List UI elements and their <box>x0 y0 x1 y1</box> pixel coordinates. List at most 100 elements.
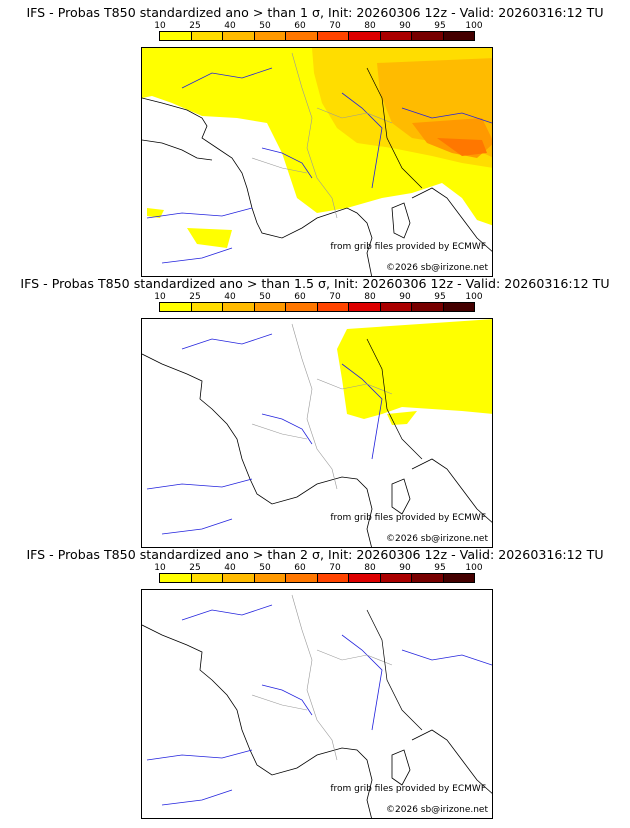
scale-segment <box>160 303 192 311</box>
coastline-west <box>142 353 373 547</box>
scale-segment <box>380 32 412 40</box>
scale-segment <box>443 32 474 40</box>
scale-labels: 10 25 40 50 60 70 80 90 95 100 <box>154 563 482 573</box>
scale-label: 80 <box>364 21 376 31</box>
admin-border <box>316 649 393 666</box>
scale-segment <box>380 574 412 582</box>
scale-label: 40 <box>224 21 236 31</box>
scale-label: 80 <box>364 563 376 573</box>
scale-label: 70 <box>329 21 341 31</box>
scale-segment <box>412 574 444 582</box>
scale-segment <box>160 574 192 582</box>
scale-segment <box>412 303 444 311</box>
scale-segment <box>191 574 223 582</box>
corsica-outline <box>391 202 411 239</box>
coastline-channel <box>142 139 213 161</box>
map-frame[interactable]: from grib files provided by ECMWF ©2026 … <box>141 589 493 819</box>
color-scale-bar <box>159 302 475 312</box>
map-frame[interactable]: from grib files provided by ECMWF ©2026 … <box>141 47 493 277</box>
prob-area-10-spot <box>387 411 417 425</box>
scale-segment <box>254 303 286 311</box>
scale-segment <box>223 303 255 311</box>
map-frame[interactable]: from grib files provided by ECMWF ©2026 … <box>141 318 493 548</box>
corsica-outline <box>391 478 411 515</box>
scale-segment <box>223 32 255 40</box>
scale-label: 50 <box>259 292 271 302</box>
river <box>401 107 492 124</box>
scale-label: 70 <box>329 292 341 302</box>
scale-label: 50 <box>259 21 271 31</box>
scale-label: 40 <box>224 292 236 302</box>
scale-label: 25 <box>189 563 201 573</box>
coastline-west <box>142 624 373 818</box>
scale-label: 25 <box>189 21 201 31</box>
scale-segment <box>286 574 318 582</box>
copyright: ©2026 sb@irizone.net <box>386 805 488 815</box>
panel-title: IFS - Probas T850 standardized ano > tha… <box>20 276 610 291</box>
river <box>401 649 492 666</box>
coastline-italy <box>411 729 492 794</box>
scale-segment <box>349 574 381 582</box>
admin-border <box>251 157 308 174</box>
scale-segment <box>317 574 349 582</box>
river <box>341 92 383 189</box>
scale-label: 10 <box>154 21 166 31</box>
panel-title: IFS - Probas T850 standardized ano > tha… <box>26 547 604 562</box>
data-credit: from grib files provided by ECMWF <box>330 784 486 794</box>
copyright: ©2026 sb@irizone.net <box>386 263 488 273</box>
river <box>161 247 233 264</box>
admin-border <box>316 378 393 395</box>
river <box>261 147 313 179</box>
scale-segment <box>286 32 318 40</box>
panel-title: IFS - Probas T850 standardized ano > tha… <box>26 5 604 20</box>
river <box>341 634 383 731</box>
forecast-panel-1sigma: IFS - Probas T850 standardized ano > tha… <box>0 0 630 277</box>
scale-label: 95 <box>434 292 446 302</box>
scale-segment <box>349 32 381 40</box>
scale-label: 80 <box>364 292 376 302</box>
scale-label: 60 <box>294 21 306 31</box>
admin-border <box>251 694 308 711</box>
scale-segment <box>317 303 349 311</box>
forecast-panel-1-5sigma: IFS - Probas T850 standardized ano > tha… <box>0 271 630 548</box>
country-border <box>366 609 423 731</box>
copyright: ©2026 sb@irizone.net <box>386 534 488 544</box>
prob-area-10 <box>337 319 492 419</box>
scale-label: 90 <box>399 563 411 573</box>
coastline-italy <box>411 458 492 523</box>
scale-label: 95 <box>434 21 446 31</box>
scale-segment <box>443 303 474 311</box>
river <box>146 478 253 490</box>
admin-border <box>291 323 338 490</box>
scale-segment <box>191 303 223 311</box>
river <box>161 789 233 806</box>
river <box>181 333 273 350</box>
data-credit: from grib files provided by ECMWF <box>330 513 486 523</box>
scale-segment <box>160 32 192 40</box>
admin-border <box>316 107 393 124</box>
scale-label: 25 <box>189 292 201 302</box>
admin-border <box>291 52 338 219</box>
river <box>341 363 383 460</box>
prob-area-10-spot <box>147 208 164 218</box>
scale-label: 40 <box>224 563 236 573</box>
scale-label: 60 <box>294 292 306 302</box>
river <box>261 684 313 716</box>
scale-segment <box>254 32 286 40</box>
scale-segment <box>443 574 474 582</box>
admin-border <box>251 423 308 440</box>
river <box>261 413 313 445</box>
color-scale-bar <box>159 31 475 41</box>
scale-label: 10 <box>154 563 166 573</box>
scale-labels: 10 25 40 50 60 70 80 90 95 100 <box>154 292 482 302</box>
scale-segment <box>223 574 255 582</box>
scale-label: 90 <box>399 292 411 302</box>
forecast-panel-2sigma: IFS - Probas T850 standardized ano > tha… <box>0 542 630 819</box>
scale-label: 60 <box>294 563 306 573</box>
scale-label: 100 <box>465 292 483 302</box>
river <box>161 518 233 535</box>
river <box>146 749 253 761</box>
scale-label: 10 <box>154 292 166 302</box>
scale-label: 50 <box>259 563 271 573</box>
color-scale-bar <box>159 573 475 583</box>
